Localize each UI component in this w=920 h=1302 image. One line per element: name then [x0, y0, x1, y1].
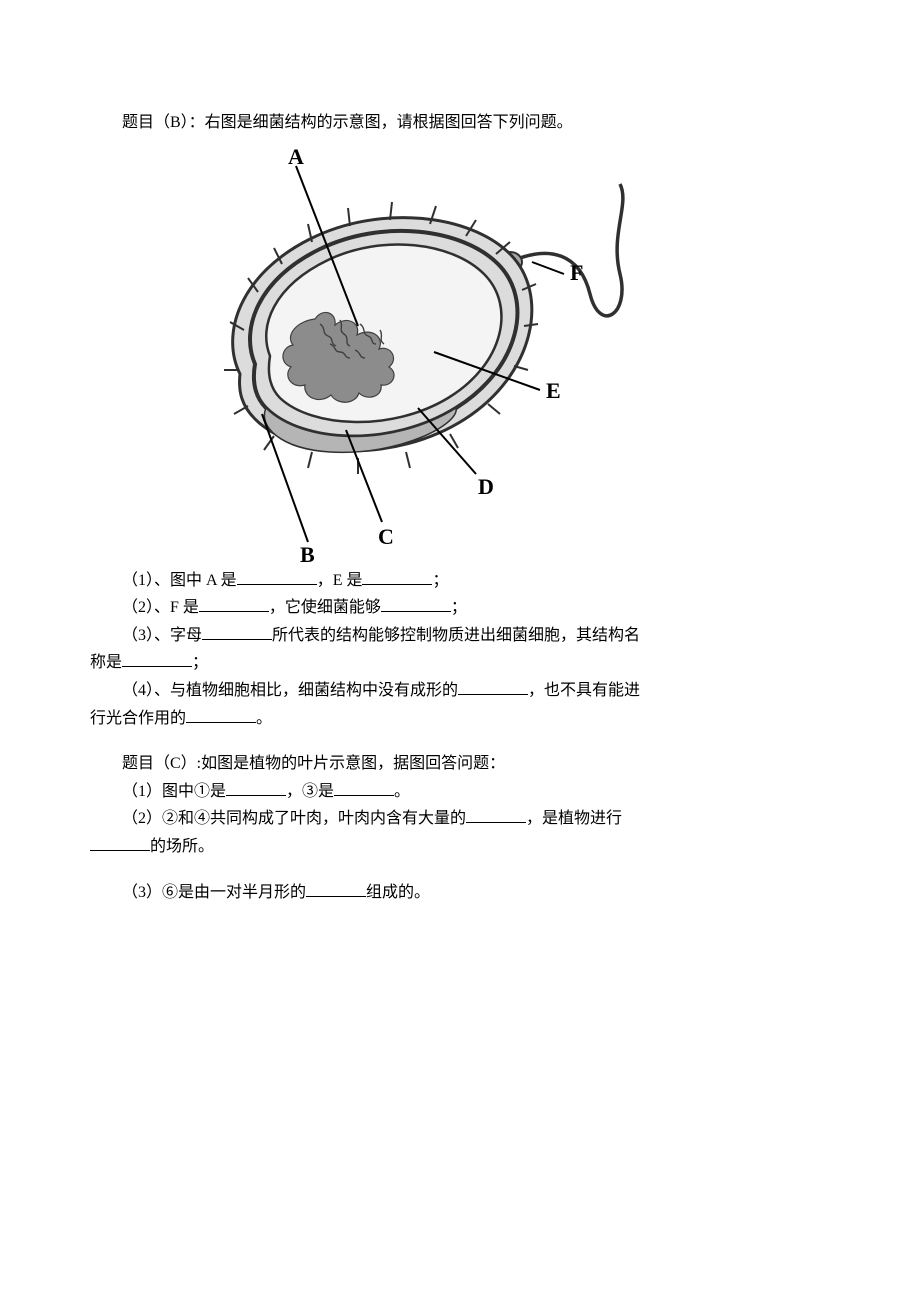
blank: [334, 780, 394, 795]
question-b-prompt: 题目（B）：右图是细菌结构的示意图，请根据图回答下列问题。: [90, 110, 830, 136]
b-q3-line2: 称是 ；: [90, 650, 830, 676]
b-q4-l2a: 行光合作用的: [90, 710, 186, 727]
blank: [186, 707, 256, 722]
blank: [306, 881, 366, 896]
blank: [122, 652, 192, 667]
blank: [458, 680, 528, 695]
c-q1-b: ，③是: [286, 783, 334, 800]
c-q1-a: （1）图中①是: [122, 783, 226, 800]
label-c: C: [378, 524, 394, 549]
question-c-prompt: 题目（C）:如图是植物的叶片示意图，据图回答问题：: [90, 751, 830, 777]
c-q1-c: 。: [394, 783, 410, 800]
blank: [362, 569, 432, 584]
blank: [90, 836, 150, 851]
b-q3-line1: （3）、字母 所代表的结构能够控制物质进出细菌细胞，其结构名: [90, 623, 830, 649]
label-b: B: [300, 542, 315, 564]
b-q2-c: ；: [451, 599, 467, 616]
b-q4-line2: 行光合作用的 。: [90, 706, 830, 732]
label-a: A: [288, 144, 304, 169]
b-q3-b: 所代表的结构能够控制物质进出细菌细胞，其结构名: [272, 627, 640, 644]
c-q3-b: 组成的。: [366, 884, 430, 901]
bacteria-diagram: A B C D E F: [200, 144, 830, 564]
label-d: D: [478, 474, 494, 499]
b-q1-b: ，E 是: [317, 572, 363, 589]
b-q4-line1: （4）、与植物细胞相比，细菌结构中没有成形的 ，也不具有能进: [90, 678, 830, 704]
b-q2-a: （2）、F 是: [122, 599, 199, 616]
b-q4-b: ，也不具有能进: [528, 682, 640, 699]
cell-body: [233, 217, 532, 452]
blank: [226, 780, 286, 795]
blank: [202, 624, 272, 639]
b-q3-a: （3）、字母: [122, 627, 202, 644]
b-q1: （1）、图中 A 是 ，E 是 ；: [90, 568, 830, 594]
b-q2-b: ，它使细菌能够: [269, 599, 381, 616]
c-q2-a: （2）②和④共同构成了叶肉，叶肉内含有大量的: [122, 810, 466, 827]
c-q2-l2a: 的场所。: [150, 838, 214, 855]
b-q1-c: ；: [432, 572, 448, 589]
c-q3: （3）⑥是由一对半月形的 组成的。: [90, 880, 830, 906]
blank: [466, 808, 526, 823]
page-root: 题目（B）：右图是细菌结构的示意图，请根据图回答下列问题。: [0, 0, 920, 967]
b-q4-a: （4）、与植物细胞相比，细菌结构中没有成形的: [122, 682, 458, 699]
blank: [381, 597, 451, 612]
b-q4-l2b: 。: [256, 710, 272, 727]
b-q3-l2a: 称是: [90, 654, 122, 671]
blank: [199, 597, 269, 612]
b-q2: （2）、F 是 ，它使细菌能够 ；: [90, 595, 830, 621]
bacteria-svg: A B C D E F: [200, 144, 630, 564]
c-q2-line2: 的场所。: [90, 834, 830, 860]
blank: [237, 569, 317, 584]
c-q2-b: ，是植物进行: [526, 810, 622, 827]
label-f: F: [570, 260, 583, 285]
b-q3-l2b: ；: [192, 654, 208, 671]
c-q2-line1: （2）②和④共同构成了叶肉，叶肉内含有大量的 ，是植物进行: [90, 806, 830, 832]
b-q1-a: （1）、图中 A 是: [122, 572, 237, 589]
c-q1: （1）图中①是 ，③是 。: [90, 779, 830, 805]
label-e: E: [546, 378, 561, 403]
c-q3-a: （3）⑥是由一对半月形的: [122, 884, 306, 901]
